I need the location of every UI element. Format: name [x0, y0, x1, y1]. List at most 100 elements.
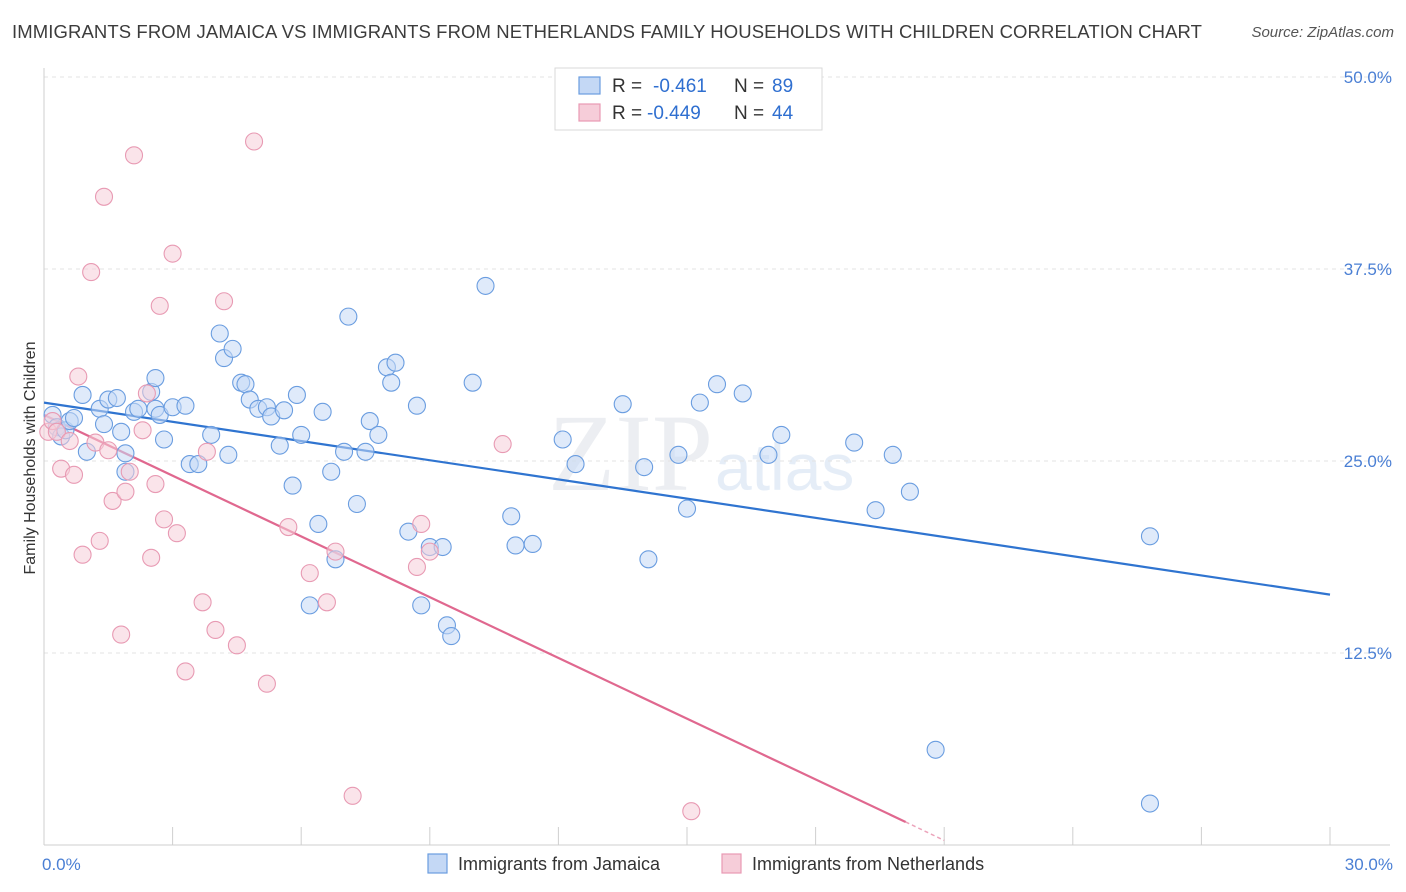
tick-labels: 12.5% 25.0% 37.5% 50.0% 0.0% 30.0% — [42, 68, 1393, 874]
x-tick-label: 30.0% — [1345, 855, 1393, 874]
data-point — [317, 593, 336, 612]
data-point — [690, 393, 709, 412]
source-label: Source: ZipAtlas.com — [1251, 24, 1394, 41]
data-point — [707, 375, 727, 394]
data-point — [244, 132, 264, 151]
data-point — [193, 593, 212, 612]
legend-r-label-netherlands: R = — [612, 103, 642, 124]
data-point — [219, 445, 238, 464]
data-point — [356, 442, 375, 461]
data-point — [223, 339, 242, 358]
data-point — [677, 499, 697, 518]
data-point — [90, 531, 109, 550]
data-point — [476, 276, 495, 295]
y-tick-label: 37.5% — [1344, 260, 1392, 279]
data-point — [120, 462, 139, 481]
data-point — [313, 402, 332, 421]
y-axis-title: Family Households with Children — [22, 342, 39, 575]
data-point — [635, 458, 654, 477]
data-point — [309, 514, 328, 534]
series-legend-swatch-netherlands — [721, 853, 742, 874]
data-point — [202, 425, 221, 444]
series-legend-swatch-jamaica — [427, 853, 448, 874]
data-point — [214, 292, 234, 311]
watermark-zip: ZIP — [548, 392, 713, 514]
data-point — [335, 442, 354, 461]
x-tick-label: 0.0% — [42, 855, 81, 874]
y-tick-label: 12.5% — [1344, 644, 1392, 663]
data-point — [275, 401, 294, 420]
data-point — [407, 396, 426, 415]
data-point — [883, 445, 902, 464]
data-point — [236, 375, 255, 394]
data-point — [442, 627, 461, 646]
data-point — [1140, 794, 1160, 813]
data-point — [613, 395, 632, 414]
trend-line-0 — [43, 401, 1331, 596]
data-point — [866, 501, 885, 520]
data-point — [137, 384, 156, 403]
data-point — [116, 444, 135, 463]
data-point — [279, 517, 298, 537]
data-point — [146, 369, 165, 388]
data-point — [270, 436, 289, 455]
legend-n-value-netherlands: 44 — [772, 103, 794, 124]
data-point — [845, 433, 864, 452]
data-point — [300, 564, 319, 583]
y-tick-label: 50.0% — [1344, 68, 1392, 87]
data-point — [197, 442, 216, 461]
data-point — [99, 441, 118, 460]
data-point — [360, 412, 379, 431]
data-point — [502, 507, 521, 526]
series-points-1 — [39, 132, 701, 821]
data-point — [107, 388, 126, 408]
data-point — [506, 536, 525, 555]
data-point — [189, 455, 208, 474]
data-point — [326, 542, 345, 561]
data-point — [566, 455, 585, 474]
data-point — [150, 296, 169, 315]
data-point — [382, 373, 401, 392]
data-point — [343, 786, 362, 805]
data-point — [69, 367, 88, 386]
data-point — [772, 425, 791, 444]
trend-lines — [43, 401, 1331, 842]
y-tick-label: 25.0% — [1344, 452, 1392, 471]
data-point — [1140, 527, 1160, 546]
legend-r-label-jamaica: R = — [612, 76, 642, 97]
data-point — [124, 146, 144, 165]
data-point — [82, 263, 101, 282]
legend-n-label-netherlands: N = — [734, 103, 764, 124]
data-point — [339, 307, 358, 326]
series-legend-label-netherlands: Immigrants from Netherlands — [752, 854, 984, 874]
data-point — [64, 408, 84, 428]
data-point — [47, 422, 66, 441]
data-point — [463, 373, 482, 392]
data-point — [493, 435, 512, 454]
axes — [43, 68, 1390, 846]
data-point — [133, 421, 152, 440]
legend-swatch-jamaica — [578, 76, 601, 95]
data-point — [112, 422, 131, 441]
data-point — [167, 524, 186, 543]
trend-line-1 — [43, 413, 907, 823]
legend: R = -0.461 N = 89 R = -0.449 N = 44 — [554, 67, 823, 131]
legend-swatch-netherlands — [578, 103, 601, 122]
legend-n-value-jamaica: 89 — [772, 76, 793, 97]
series-legend: Immigrants from Jamaica Immigrants from … — [427, 853, 984, 874]
grid-lines — [44, 76, 1390, 654]
data-point — [283, 476, 302, 495]
data-point — [682, 802, 701, 821]
data-point — [733, 384, 752, 403]
data-point — [412, 514, 431, 534]
data-point — [639, 550, 658, 569]
data-point — [163, 244, 182, 263]
data-point — [176, 662, 195, 681]
data-point — [227, 636, 246, 655]
legend-n-label-jamaica: N = — [734, 76, 764, 97]
data-point — [407, 557, 426, 577]
data-point — [60, 431, 79, 451]
data-point — [322, 462, 341, 481]
data-point — [669, 445, 688, 464]
